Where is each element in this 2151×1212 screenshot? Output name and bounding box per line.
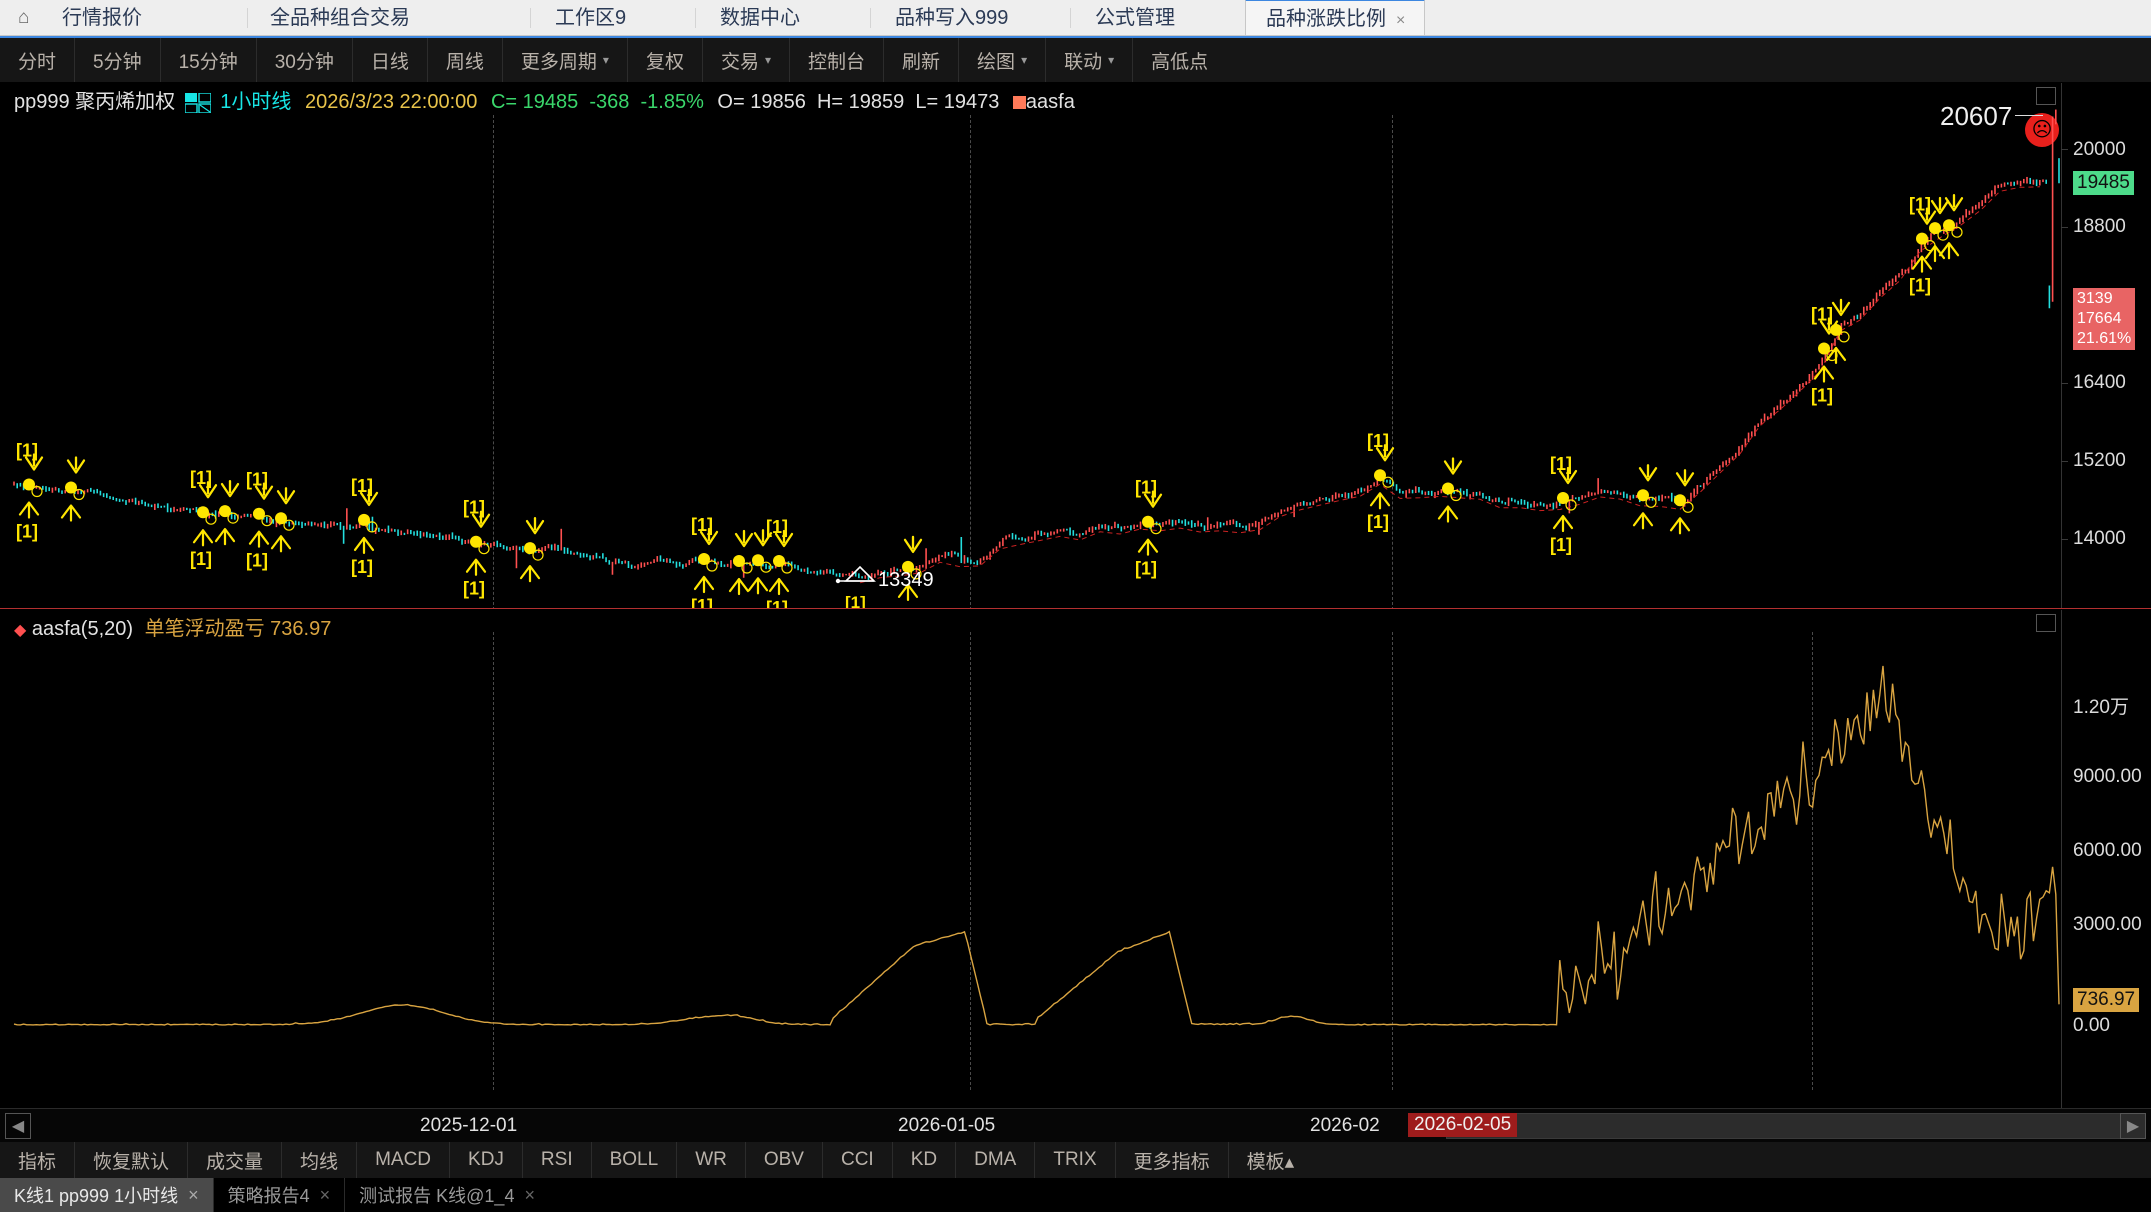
svg-text:[1]: [1] (1811, 305, 1833, 325)
svg-text:[1]: [1] (1367, 512, 1389, 532)
svg-text:[1]: [1] (190, 549, 212, 569)
svg-text:[1]: [1] (766, 517, 788, 537)
svg-text:[1]: [1] (463, 579, 485, 599)
svg-text:[1]: [1] (1909, 276, 1931, 296)
svg-text:[1]: [1] (1550, 535, 1572, 555)
svg-text:13349: 13349 (878, 569, 934, 591)
svg-text:[1]: [1] (1135, 478, 1157, 498)
svg-text:[1]: [1] (1909, 195, 1931, 215)
svg-text:[1]: [1] (16, 522, 38, 542)
svg-text:[1]: [1] (766, 598, 788, 609)
svg-text:[1]: [1] (351, 476, 373, 496)
svg-text:[1]: [1] (16, 441, 38, 461)
svg-text:[1]: [1] (845, 593, 866, 609)
svg-text:[1]: [1] (463, 498, 485, 518)
svg-text:[1]: [1] (351, 557, 373, 577)
svg-text:[1]: [1] (1811, 386, 1833, 406)
svg-text:[1]: [1] (246, 470, 268, 490)
svg-text:[1]: [1] (691, 596, 713, 609)
svg-text:[1]: [1] (1367, 431, 1389, 451)
svg-text:[1]: [1] (1135, 559, 1157, 579)
svg-text:[1]: [1] (190, 468, 212, 488)
svg-text:[1]: [1] (1550, 454, 1572, 474)
svg-text:[1]: [1] (246, 551, 268, 571)
svg-text:[1]: [1] (691, 515, 713, 535)
